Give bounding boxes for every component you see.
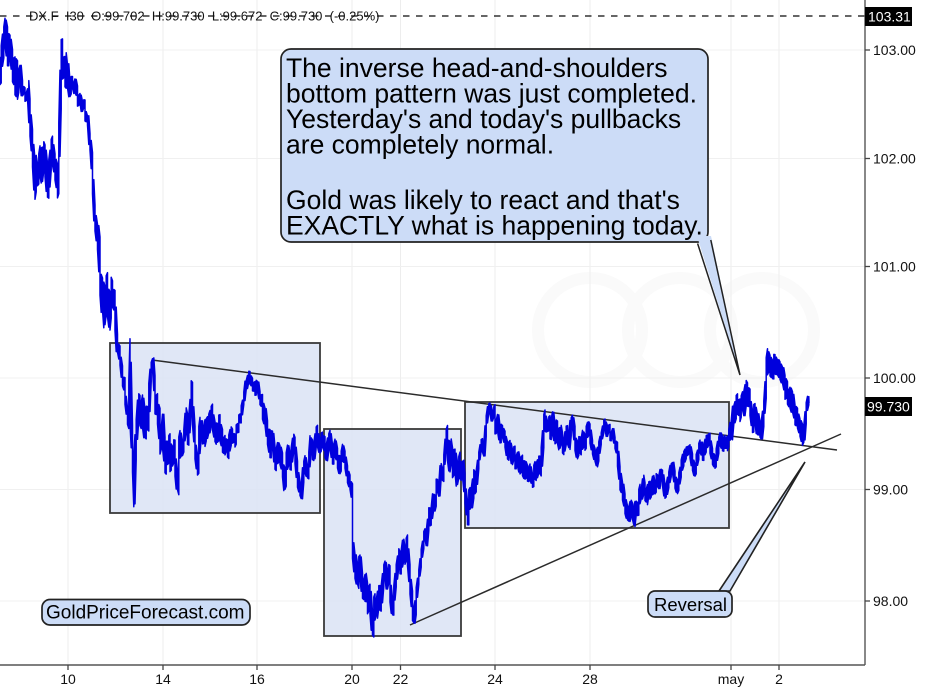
svg-text:Gold was likely to react and t: Gold was likely to react and that's <box>286 185 680 215</box>
svg-text:are completely normal.: are completely normal. <box>286 130 554 160</box>
svg-text:may: may <box>718 671 744 687</box>
svg-text:10: 10 <box>60 671 76 687</box>
svg-text:102.00: 102.00 <box>873 151 916 167</box>
svg-text:14: 14 <box>155 671 171 687</box>
svg-text:101.00: 101.00 <box>873 259 916 275</box>
svg-text:24: 24 <box>487 671 503 687</box>
svg-text:103.00: 103.00 <box>873 42 916 58</box>
svg-text:103.31: 103.31 <box>868 9 911 25</box>
svg-text:28: 28 <box>582 671 598 687</box>
svg-text:98.00: 98.00 <box>873 593 908 609</box>
svg-text:99.00: 99.00 <box>873 482 908 498</box>
svg-text:22: 22 <box>393 671 409 687</box>
svg-text:99.730: 99.730 <box>867 399 910 415</box>
svg-text:20: 20 <box>344 671 360 687</box>
svg-text:The inverse head-and-shoulders: The inverse head-and-shoulders <box>286 53 668 83</box>
svg-text:16: 16 <box>249 671 265 687</box>
svg-text:EXACTLY what is happening toda: EXACTLY what is happening today. <box>286 211 703 241</box>
svg-text:GoldPriceForecast.com: GoldPriceForecast.com <box>46 603 245 624</box>
svg-text:Reversal: Reversal <box>654 594 727 615</box>
svg-text:2: 2 <box>775 671 783 687</box>
svg-text:bottom pattern was just comple: bottom pattern was just completed. <box>286 79 697 109</box>
svg-text:Yesterday's and today's pullba: Yesterday's and today's pullbacks <box>286 104 681 134</box>
svg-text:100.00: 100.00 <box>873 370 916 386</box>
svg-text:DX.F I30 O:99.702 H:99.730: DX.F I30 O:99.702 H:99.730 L:99.672 C:99… <box>29 9 380 24</box>
